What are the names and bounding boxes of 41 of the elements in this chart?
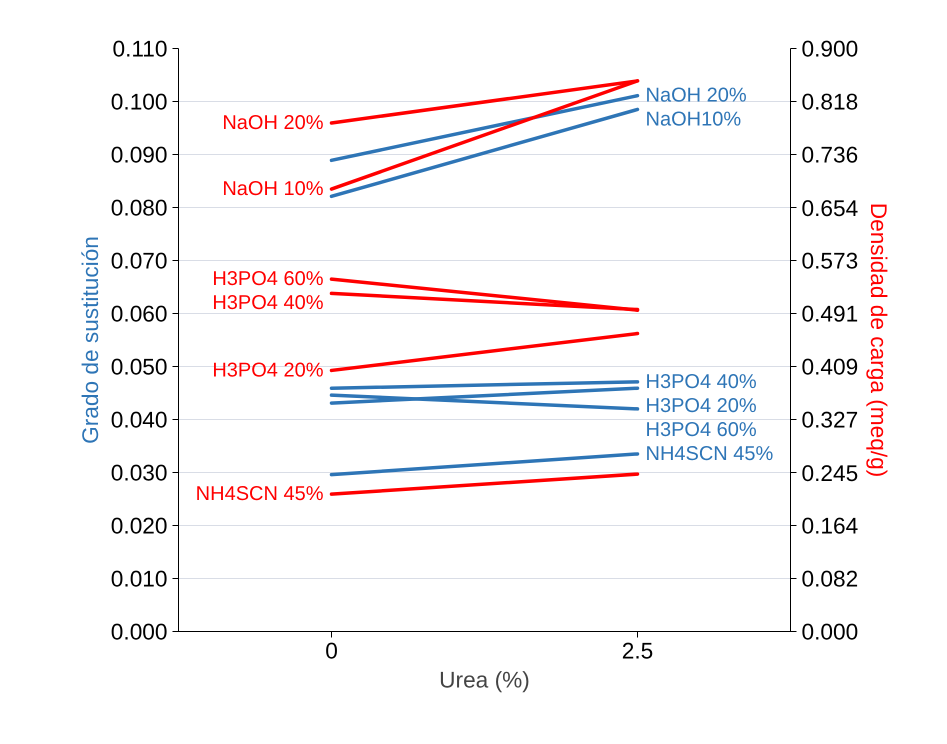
y-tick-label: 0.010	[110, 566, 168, 592]
y2-tick-label: 0.245	[802, 460, 858, 486]
y2-tick-label: 0.491	[802, 300, 858, 326]
y2-tick-label: 0.900	[802, 36, 858, 62]
y2-tick-label: 0.818	[802, 88, 858, 115]
y-tick-label: 0.110	[112, 36, 168, 62]
y-tick-label: 0.030	[110, 460, 168, 486]
x-axis-title: Urea (%)	[439, 666, 530, 692]
series-label: H3PO4 40%	[646, 370, 757, 393]
series-label: H3PO4 20%	[646, 394, 757, 417]
y-tick-label: 0.080	[110, 194, 168, 220]
y-tick-label: 0.090	[110, 142, 168, 168]
y2-tick-label: 0.573	[802, 247, 858, 274]
y2-tick-label: 0.082	[802, 565, 858, 592]
y2-tick-label: 0.000	[802, 618, 858, 644]
y-tick-label: 0.060	[110, 300, 168, 326]
y-tick-label: 0.100	[110, 88, 168, 114]
y2-tick-label: 0.736	[802, 142, 858, 168]
y-axis-title: Grado de sustitución	[76, 236, 103, 444]
series-label: NaOH 20%	[646, 84, 747, 107]
x-tick-label: 2.5	[622, 638, 654, 664]
series-label: NaOH 10%	[222, 178, 324, 200]
y2-tick-label: 0.327	[802, 406, 858, 433]
y-tick-label: 0.050	[110, 354, 168, 380]
y-tick-label: 0.000	[110, 618, 168, 644]
x-tick-label: 0	[325, 638, 338, 664]
series-label: H3PO4 60%	[212, 268, 324, 290]
y-tick-label: 0.070	[110, 248, 168, 274]
series-label: H3PO4 20%	[212, 359, 324, 382]
series-label: H3PO4 60%	[646, 418, 757, 441]
y2-tick-label: 0.654	[802, 194, 858, 221]
series-label: H3PO4 40%	[212, 292, 324, 314]
y2-axis-title: Densidad de carga (meq/g)	[866, 202, 892, 478]
series-label: NH4SCN 45%	[646, 442, 774, 465]
series-label: NH4SCN 45%	[196, 483, 324, 506]
series-label: NaOH 20%	[222, 112, 324, 134]
y2-tick-label: 0.409	[802, 354, 858, 380]
y-tick-label: 0.020	[110, 512, 168, 538]
series-label: NaOH10%	[646, 108, 742, 131]
y2-tick-label: 0.164	[802, 512, 858, 538]
y-tick-label: 0.040	[110, 406, 168, 432]
